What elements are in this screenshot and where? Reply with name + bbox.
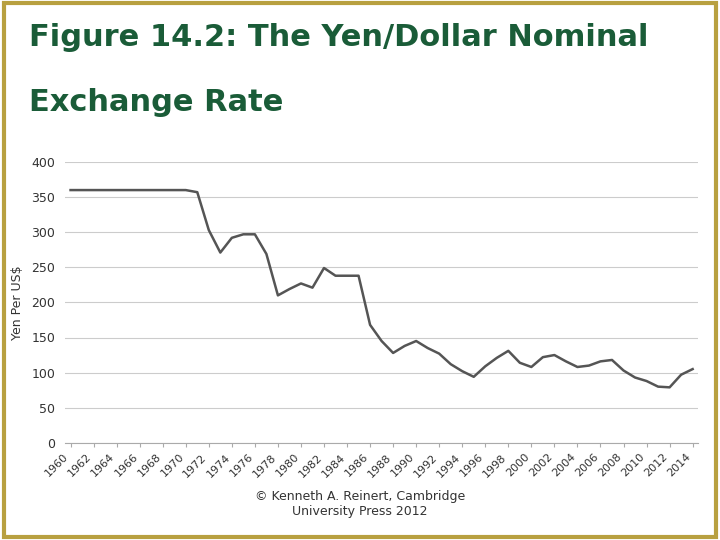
Y-axis label: Yen Per US$: Yen Per US$ [12,265,24,340]
Text: Figure 14.2: The Yen/Dollar Nominal: Figure 14.2: The Yen/Dollar Nominal [29,23,648,52]
Text: © Kenneth A. Reinert, Cambridge
University Press 2012: © Kenneth A. Reinert, Cambridge Universi… [255,490,465,518]
Text: Exchange Rate: Exchange Rate [29,87,283,117]
